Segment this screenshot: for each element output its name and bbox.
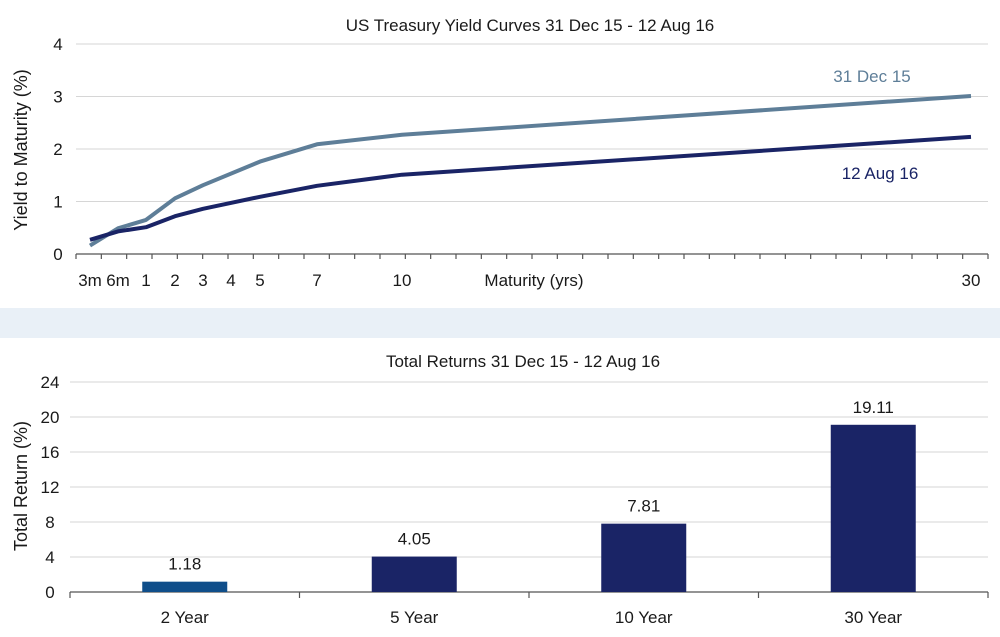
yield-xtick-label: 1 bbox=[141, 271, 150, 290]
returns-ytick-label: 0 bbox=[45, 583, 54, 602]
returns-category-label: 30 Year bbox=[844, 608, 902, 627]
returns-ytick-label: 20 bbox=[41, 408, 60, 427]
yield-chart-ylabel: Yield to Maturity (%) bbox=[11, 69, 31, 230]
yield-xtick-label: 2 bbox=[170, 271, 179, 290]
yield-ytick-label: 4 bbox=[53, 35, 62, 54]
yield-xtick-label: 6m bbox=[106, 271, 130, 290]
returns-ytick-label: 8 bbox=[45, 513, 54, 532]
returns-category-label: 2 Year bbox=[161, 608, 210, 627]
yield-xtick-label: 3 bbox=[198, 271, 207, 290]
yield-xtick-label: 10 bbox=[393, 271, 412, 290]
returns-bar bbox=[830, 424, 916, 592]
returns-ytick-label: 12 bbox=[41, 478, 60, 497]
yield-xtick-label: 5 bbox=[255, 271, 264, 290]
returns-bar bbox=[601, 523, 687, 592]
total-returns-chart: Total Returns 31 Dec 15 - 12 Aug 16 Tota… bbox=[11, 352, 989, 627]
yield-chart-xlabel: Maturity (yrs) bbox=[484, 271, 583, 290]
returns-ytick-label: 4 bbox=[45, 548, 54, 567]
yield-curve-chart: US Treasury Yield Curves 31 Dec 15 - 12 … bbox=[11, 16, 989, 290]
returns-chart-ylabel: Total Return (%) bbox=[11, 421, 31, 551]
returns-value-label: 4.05 bbox=[398, 530, 431, 549]
yield-xtick-label: 7 bbox=[312, 271, 321, 290]
returns-category-label: 5 Year bbox=[390, 608, 439, 627]
yield-xtick-label: 4 bbox=[226, 271, 235, 290]
returns-bar bbox=[371, 556, 457, 592]
returns-value-label: 7.81 bbox=[627, 497, 660, 516]
yield-ytick-label: 2 bbox=[53, 140, 62, 159]
returns-chart-title: Total Returns 31 Dec 15 - 12 Aug 16 bbox=[386, 352, 660, 371]
returns-value-label: 1.18 bbox=[168, 555, 201, 574]
series-label-dec15: 31 Dec 15 bbox=[833, 67, 911, 86]
returns-category-label: 10 Year bbox=[615, 608, 673, 627]
yield-ytick-label: 3 bbox=[53, 88, 62, 107]
yield-chart-title: US Treasury Yield Curves 31 Dec 15 - 12 … bbox=[346, 16, 715, 35]
yield-series-line bbox=[88, 94, 972, 248]
yield-ytick-label: 0 bbox=[53, 245, 62, 264]
yield-ytick-label: 1 bbox=[53, 193, 62, 212]
returns-ytick-label: 16 bbox=[41, 443, 60, 462]
returns-value-label: 19.11 bbox=[853, 398, 894, 417]
returns-ytick-label: 24 bbox=[41, 373, 60, 392]
returns-bar bbox=[142, 581, 228, 592]
yield-xtick-label: 30 bbox=[962, 271, 981, 290]
yield-xtick-label: 3m bbox=[78, 271, 102, 290]
series-label-aug16: 12 Aug 16 bbox=[842, 164, 919, 183]
yield-series-line bbox=[89, 134, 972, 242]
section-divider bbox=[0, 308, 1000, 338]
